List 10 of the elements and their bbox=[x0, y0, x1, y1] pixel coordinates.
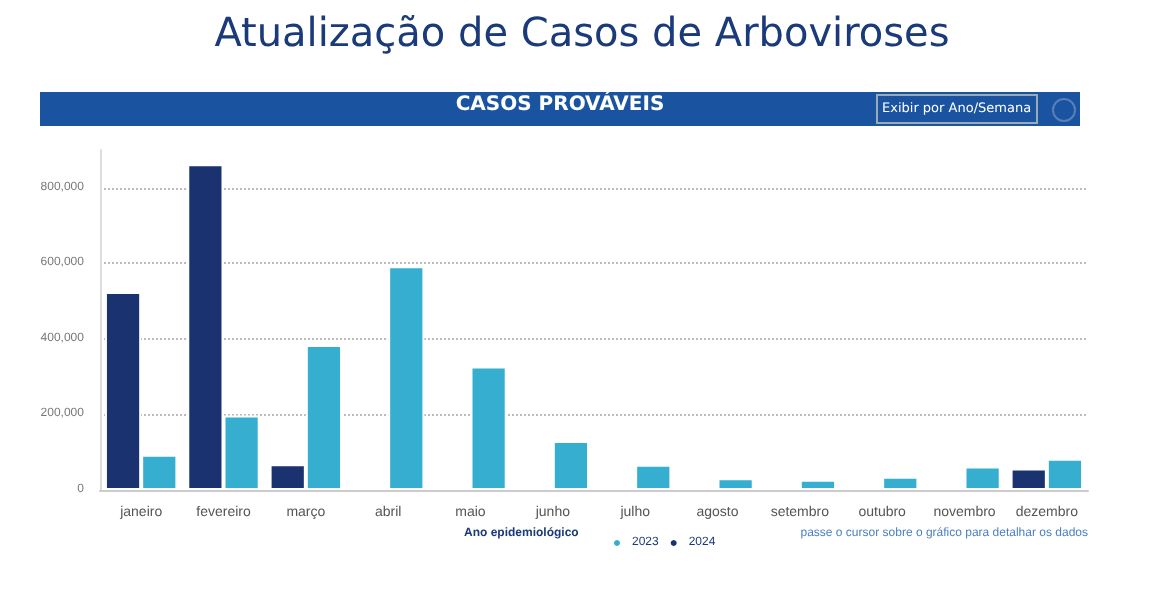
chart-title: Atualização de Casos de Arboviroses bbox=[212, 8, 952, 56]
chart-subtitle: CASOS PROVÁVEIS bbox=[455, 94, 665, 116]
bar bbox=[882, 476, 919, 490]
bar bbox=[470, 366, 507, 490]
bar bbox=[717, 478, 754, 490]
bar bbox=[635, 464, 672, 490]
bar bbox=[388, 266, 425, 490]
bar bbox=[964, 466, 1001, 490]
bar bbox=[552, 440, 590, 490]
bar bbox=[799, 479, 837, 490]
